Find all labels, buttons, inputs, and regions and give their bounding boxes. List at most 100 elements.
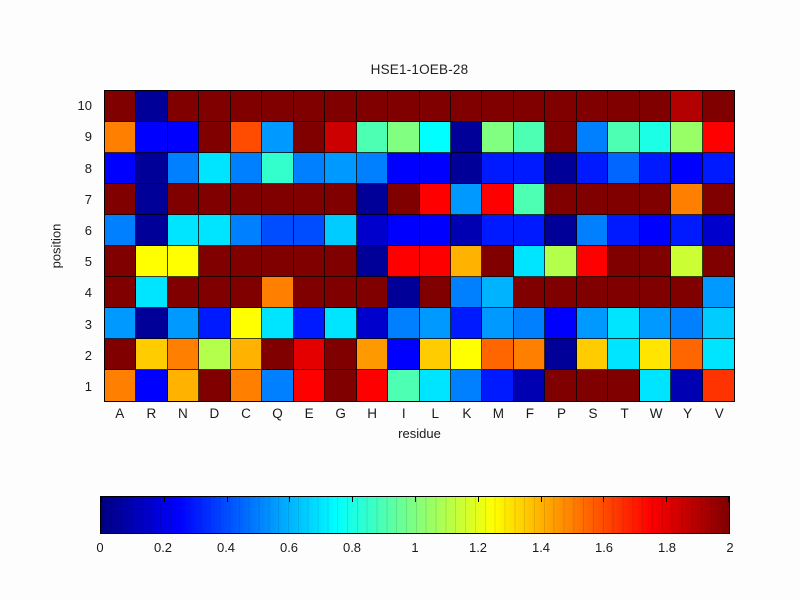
- heatmap-cell: [325, 215, 357, 246]
- heatmap-cell: [639, 153, 672, 184]
- heatmap-cell: [105, 339, 137, 370]
- heatmap-cell: [576, 308, 609, 339]
- x-tick-label: T: [620, 406, 629, 421]
- heatmap-cell: [702, 153, 734, 184]
- colorbar-tick-label: 1.2: [468, 540, 488, 555]
- heatmap-cell: [105, 246, 137, 277]
- heatmap-cell: [513, 246, 546, 277]
- heatmap-cell: [450, 184, 483, 215]
- colorbar-tick: [289, 497, 291, 502]
- heatmap-cell: [702, 91, 734, 122]
- colorbar: [100, 496, 730, 534]
- heatmap-cell: [608, 339, 640, 370]
- heatmap-cell: [639, 308, 672, 339]
- heatmap-cell: [450, 370, 483, 401]
- heatmap-cell: [199, 308, 231, 339]
- heatmap-cell: [419, 91, 451, 122]
- heatmap-cell: [671, 91, 703, 122]
- heatmap-cell: [482, 153, 514, 184]
- y-tick-label: 9: [84, 129, 92, 145]
- x-tick-label: C: [241, 406, 251, 421]
- heatmap-cell: [671, 184, 703, 215]
- x-tick-label: H: [367, 406, 378, 421]
- heatmap-cell: [639, 277, 672, 308]
- heatmap-cell: [419, 246, 451, 277]
- y-tick-label: 5: [84, 254, 92, 270]
- heatmap-cell: [513, 122, 546, 153]
- heatmap-cell: [199, 184, 231, 215]
- heatmap-cell: [262, 339, 294, 370]
- heatmap-cell: [702, 184, 734, 215]
- heatmap-cell: [671, 246, 703, 277]
- heatmap-cell: [419, 370, 451, 401]
- x-tick-label: A: [115, 406, 125, 421]
- heatmap-cell: [230, 308, 263, 339]
- y-axis-label: position: [48, 223, 64, 269]
- colorbar-tick: [477, 497, 479, 502]
- heatmap-cell: [136, 215, 168, 246]
- heatmap-cell: [702, 339, 734, 370]
- heatmap-cell: [136, 308, 168, 339]
- heatmap-cell: [419, 215, 451, 246]
- heatmap-cell: [356, 91, 389, 122]
- heatmap-cell: [482, 91, 514, 122]
- heatmap-cell: [450, 122, 483, 153]
- heatmap-grid: [104, 90, 735, 402]
- heatmap-cell: [545, 215, 577, 246]
- heatmap-cell: [513, 215, 546, 246]
- heatmap-cell: [576, 246, 609, 277]
- heatmap-cell: [262, 153, 294, 184]
- y-tick-label: 1: [84, 378, 92, 394]
- y-tick-label: 3: [84, 316, 92, 332]
- y-tick-label: 7: [84, 191, 92, 207]
- chart-title: HSE1-1OEB-28: [370, 62, 469, 77]
- heatmap-cell: [388, 215, 420, 246]
- heatmap-cell: [576, 184, 609, 215]
- heatmap-cell: [136, 370, 168, 401]
- heatmap-cell: [639, 246, 672, 277]
- heatmap-cell: [325, 153, 357, 184]
- x-tick-label: F: [525, 406, 535, 421]
- heatmap-cell: [356, 246, 389, 277]
- heatmap-cell: [136, 246, 168, 277]
- heatmap-cell: [388, 184, 420, 215]
- heatmap-cell: [230, 184, 263, 215]
- heatmap-cell: [167, 122, 200, 153]
- heatmap-cell: [199, 122, 231, 153]
- heatmap-cell: [419, 184, 451, 215]
- heatmap-cell: [545, 246, 577, 277]
- heatmap-cell: [576, 215, 609, 246]
- heatmap-cell: [230, 370, 263, 401]
- heatmap-cell: [482, 122, 514, 153]
- heatmap-cell: [702, 122, 734, 153]
- heatmap-cell: [105, 122, 137, 153]
- heatmap-cell: [450, 277, 483, 308]
- x-tick-label: E: [304, 406, 314, 421]
- colorbar-tick: [540, 497, 542, 502]
- heatmap-cell: [639, 122, 672, 153]
- heatmap-cell: [136, 184, 168, 215]
- heatmap-cell: [356, 215, 389, 246]
- x-tick-label: G: [335, 406, 346, 421]
- heatmap-cell: [671, 153, 703, 184]
- colorbar-tick: [666, 497, 668, 502]
- heatmap-cell: [356, 370, 389, 401]
- heatmap-cell: [262, 122, 294, 153]
- heatmap-cell: [105, 215, 137, 246]
- heatmap-cell: [167, 277, 200, 308]
- y-tick-label: 6: [84, 222, 92, 238]
- heatmap-cell: [167, 370, 200, 401]
- heatmap-cell: [482, 308, 514, 339]
- heatmap-cell: [230, 277, 263, 308]
- heatmap-cell: [356, 308, 389, 339]
- heatmap-cell: [450, 153, 483, 184]
- heatmap-cell: [608, 246, 640, 277]
- heatmap-cell: [136, 277, 168, 308]
- colorbar-tick-label: 0.6: [279, 540, 299, 555]
- heatmap-cell: [702, 370, 734, 401]
- heatmap-cell: [262, 370, 294, 401]
- colorbar-tick-label: 0: [96, 540, 104, 555]
- heatmap-cell: [608, 308, 640, 339]
- heatmap-cell: [230, 91, 263, 122]
